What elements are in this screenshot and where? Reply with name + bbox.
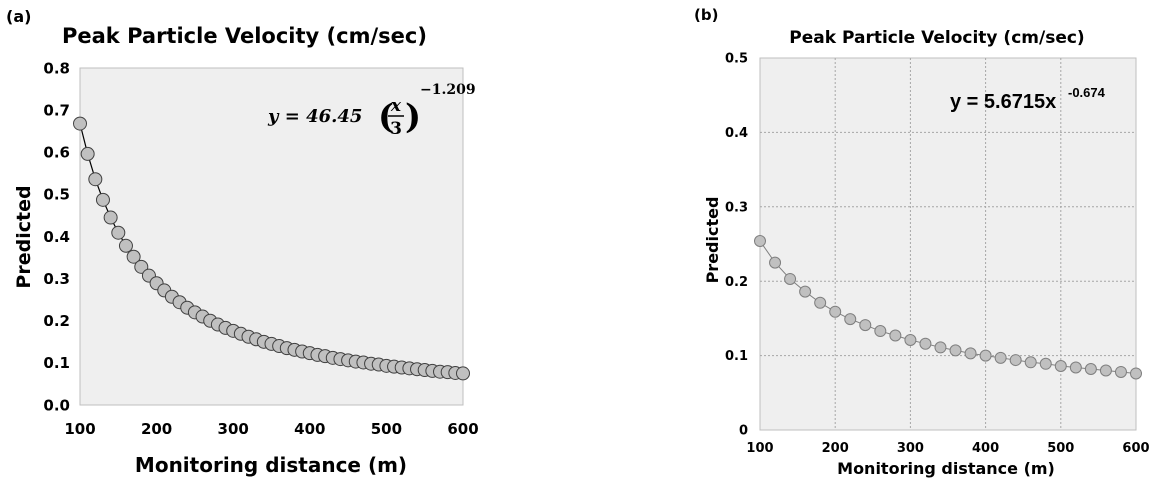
data-point (134, 259, 149, 274)
equation-lhs-b: y = 5.6715x (950, 91, 1056, 113)
data-point (799, 285, 812, 298)
data-point (904, 333, 917, 346)
plot-area-b (759, 57, 1137, 431)
data-point (1054, 360, 1067, 373)
data-point (1009, 354, 1022, 367)
equation-lhs-a: y = 46.45 (267, 106, 362, 127)
data-point (73, 116, 87, 131)
data-point (979, 349, 992, 362)
data-point (1039, 357, 1052, 370)
x-tick-label: 300 (218, 420, 249, 438)
chart-title-a: Peak Particle Velocity (cm/sec) (62, 24, 427, 48)
data-point (1130, 367, 1142, 380)
y-tick-label: 0.5 (725, 52, 748, 67)
y-tick-label: 0.3 (725, 200, 748, 215)
data-point (88, 172, 103, 187)
y-tick-label: 0.4 (43, 228, 70, 246)
data-point (111, 225, 126, 240)
data-point (754, 235, 766, 248)
x-tick-label: 100 (64, 420, 95, 438)
panel-label-b: (b) (694, 6, 718, 24)
x-tick-label: 400 (294, 420, 325, 438)
equation-frac-den-a: 3 (390, 119, 402, 139)
data-point (859, 319, 872, 332)
equation-a: y = 46.45 ( x 3 ) −1.209 (267, 82, 476, 139)
data-point (874, 325, 887, 338)
panel-label-a: (a) (6, 7, 31, 26)
y-axis-title-a: Predicted (13, 185, 35, 288)
data-point (1084, 362, 1097, 375)
data-point (80, 146, 95, 161)
data-point (934, 341, 947, 354)
y-tick-label: 0.4 (725, 126, 748, 141)
x-tick-labels-a: 100 200 300 400 500 600 (64, 420, 478, 438)
data-point (814, 296, 827, 309)
y-tick-label: 0.1 (43, 354, 70, 372)
data-point (103, 210, 118, 225)
data-point (964, 347, 977, 360)
equation-b: y = 5.6715x -0.674 (950, 85, 1106, 113)
x-tick-label: 600 (1122, 441, 1149, 456)
data-point (994, 351, 1007, 364)
y-tick-label: 0.2 (43, 312, 70, 330)
y-tick-labels-a: 0.0 0.1 0.2 0.3 0.4 0.5 0.6 0.7 0.8 (43, 59, 70, 414)
data-point (1114, 365, 1127, 378)
y-tick-label: 0.3 (43, 270, 70, 288)
data-point (784, 272, 797, 285)
x-axis-title-a: Monitoring distance (m) (135, 453, 407, 477)
x-axis-title-b: Monitoring distance (m) (837, 459, 1055, 478)
equation-paren-close-a: ) (405, 97, 421, 137)
chart-a: (a) Peak Particle Velocity (cm/sec) 0.00… (6, 7, 479, 477)
series-a (73, 116, 470, 381)
chart-title-b: Peak Particle Velocity (cm/sec) (789, 28, 1084, 48)
x-tick-label: 200 (141, 420, 172, 438)
y-tick-label: 0.0 (43, 396, 70, 414)
equation-paren-open-a: ( (378, 97, 394, 137)
x-tick-label: 500 (1047, 441, 1074, 456)
data-point (919, 337, 932, 350)
y-tick-label: 0 (739, 424, 748, 439)
chart-b: (b) Peak Particle Velocity (cm/sec) 0 0.1… (694, 6, 1150, 478)
x-tick-label: 300 (897, 441, 924, 456)
data-point (829, 305, 842, 318)
data-point (118, 238, 133, 253)
data-point (1069, 361, 1082, 374)
data-point (949, 344, 962, 357)
series-b (754, 235, 1142, 380)
data-point (1024, 356, 1037, 369)
y-tick-label: 0.8 (43, 59, 70, 77)
x-tick-label: 400 (972, 441, 999, 456)
data-point (126, 249, 141, 264)
equation-frac-num-a: x (390, 96, 402, 116)
x-tick-label: 200 (822, 441, 849, 456)
data-point (889, 329, 902, 342)
data-point (95, 192, 110, 207)
data-point (1099, 364, 1112, 377)
y-tick-label: 0.2 (725, 275, 748, 290)
y-tick-label: 0.1 (725, 349, 748, 364)
x-tick-label: 100 (746, 441, 773, 456)
y-tick-label: 0.6 (43, 144, 70, 162)
y-tick-labels-b: 0 0.1 0.2 0.3 0.4 0.5 (725, 52, 748, 439)
y-tick-label: 0.5 (43, 186, 70, 204)
x-tick-labels-b: 100 200 300 400 500 600 (746, 441, 1149, 456)
gridlines-b (760, 58, 1136, 430)
x-tick-label: 600 (447, 420, 478, 438)
data-point (769, 256, 782, 269)
data-point (844, 313, 857, 326)
equation-exponent-b: -0.674 (1068, 85, 1106, 100)
equation-exponent-a: −1.209 (420, 82, 476, 98)
x-tick-label: 500 (371, 420, 402, 438)
data-point (456, 366, 470, 381)
y-axis-title-b: Predicted (703, 197, 722, 284)
y-tick-label: 0.7 (43, 101, 70, 119)
